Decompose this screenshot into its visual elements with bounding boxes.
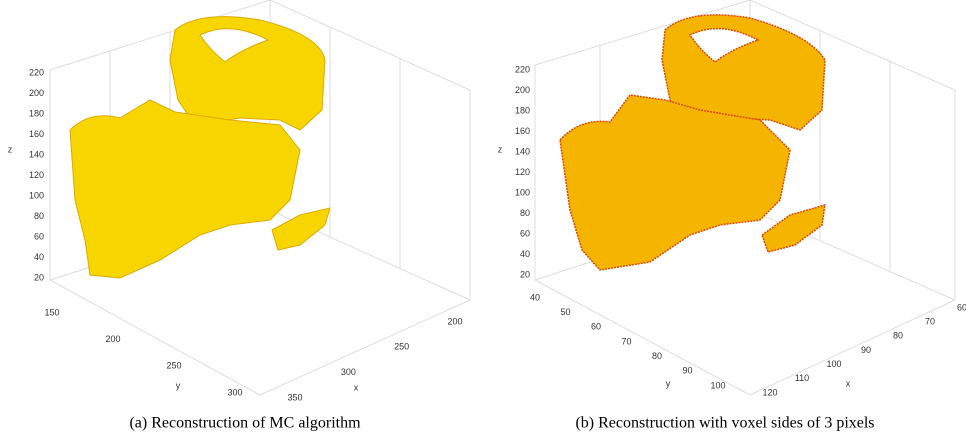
x-tick-label: 300 <box>341 367 356 377</box>
z-tick-label: 200 <box>515 85 530 95</box>
y-tick-label: 50 <box>560 307 570 317</box>
z-tick-label: 20 <box>520 269 530 279</box>
x-tick-label: 100 <box>826 359 841 369</box>
z-axis-label: z <box>8 144 13 154</box>
z-tick-label: 40 <box>520 249 530 259</box>
z-tick-label: 120 <box>29 170 44 180</box>
y-tick-label: 70 <box>621 336 631 346</box>
z-tick-label: 220 <box>515 64 530 74</box>
z-tick-label: 120 <box>515 167 530 177</box>
z-tick-label: 140 <box>515 146 530 156</box>
x-tick-label: 200 <box>447 316 462 326</box>
z-tick-label: 20 <box>34 272 44 282</box>
x-tick-label: 60 <box>957 302 966 312</box>
y-tick-label: 100 <box>710 380 725 390</box>
z-tick-label: 180 <box>515 105 530 115</box>
x-axis-label: x <box>354 382 359 392</box>
z-tick-label: 100 <box>29 190 44 200</box>
y-tick-label: 250 <box>166 361 181 371</box>
z-tick-label: 200 <box>29 88 44 98</box>
x-tick-label: 120 <box>762 387 777 397</box>
y-tick-label: 200 <box>105 334 120 344</box>
x-tick-label: 250 <box>394 342 409 352</box>
x-axis-label: x <box>846 378 851 388</box>
z-tick-label: 60 <box>520 228 530 238</box>
z-tick-label: 80 <box>520 208 530 218</box>
y-axis-label: y <box>176 380 181 390</box>
z-tick-label: 160 <box>29 129 44 139</box>
y-tick-label: 60 <box>591 322 601 332</box>
z-tick-label: 60 <box>34 231 44 241</box>
z-tick-label: 160 <box>515 126 530 136</box>
caption: (a) Reconstruction of MC algorithm <box>129 415 361 432</box>
y-tick-label: 40 <box>530 292 540 302</box>
z-tick-label: 220 <box>29 67 44 77</box>
x-tick-label: 80 <box>893 331 903 341</box>
y-tick-label: 90 <box>682 366 692 376</box>
x-tick-label: 110 <box>795 373 809 383</box>
z-tick-label: 140 <box>29 149 44 159</box>
y-tick-label: 80 <box>652 351 662 361</box>
z-axis-label: z <box>498 144 503 154</box>
z-tick-label: 80 <box>34 211 44 221</box>
z-tick-label: 100 <box>515 187 530 197</box>
y-tick-label: 150 <box>44 307 59 317</box>
z-tick-label: 40 <box>34 252 44 262</box>
y-axis-label: y <box>666 378 671 388</box>
caption: (b) Reconstruction with voxel sides of 3… <box>575 415 874 432</box>
x-tick-label: 70 <box>925 317 935 327</box>
y-tick-label: 300 <box>227 387 242 397</box>
x-tick-label: 350 <box>287 392 302 402</box>
figure: (a) Reconstruction of MC algorithm (b) R… <box>0 0 966 447</box>
x-tick-label: 90 <box>861 345 871 355</box>
voxel-shape-a <box>70 17 330 278</box>
z-tick-label: 180 <box>29 108 44 118</box>
